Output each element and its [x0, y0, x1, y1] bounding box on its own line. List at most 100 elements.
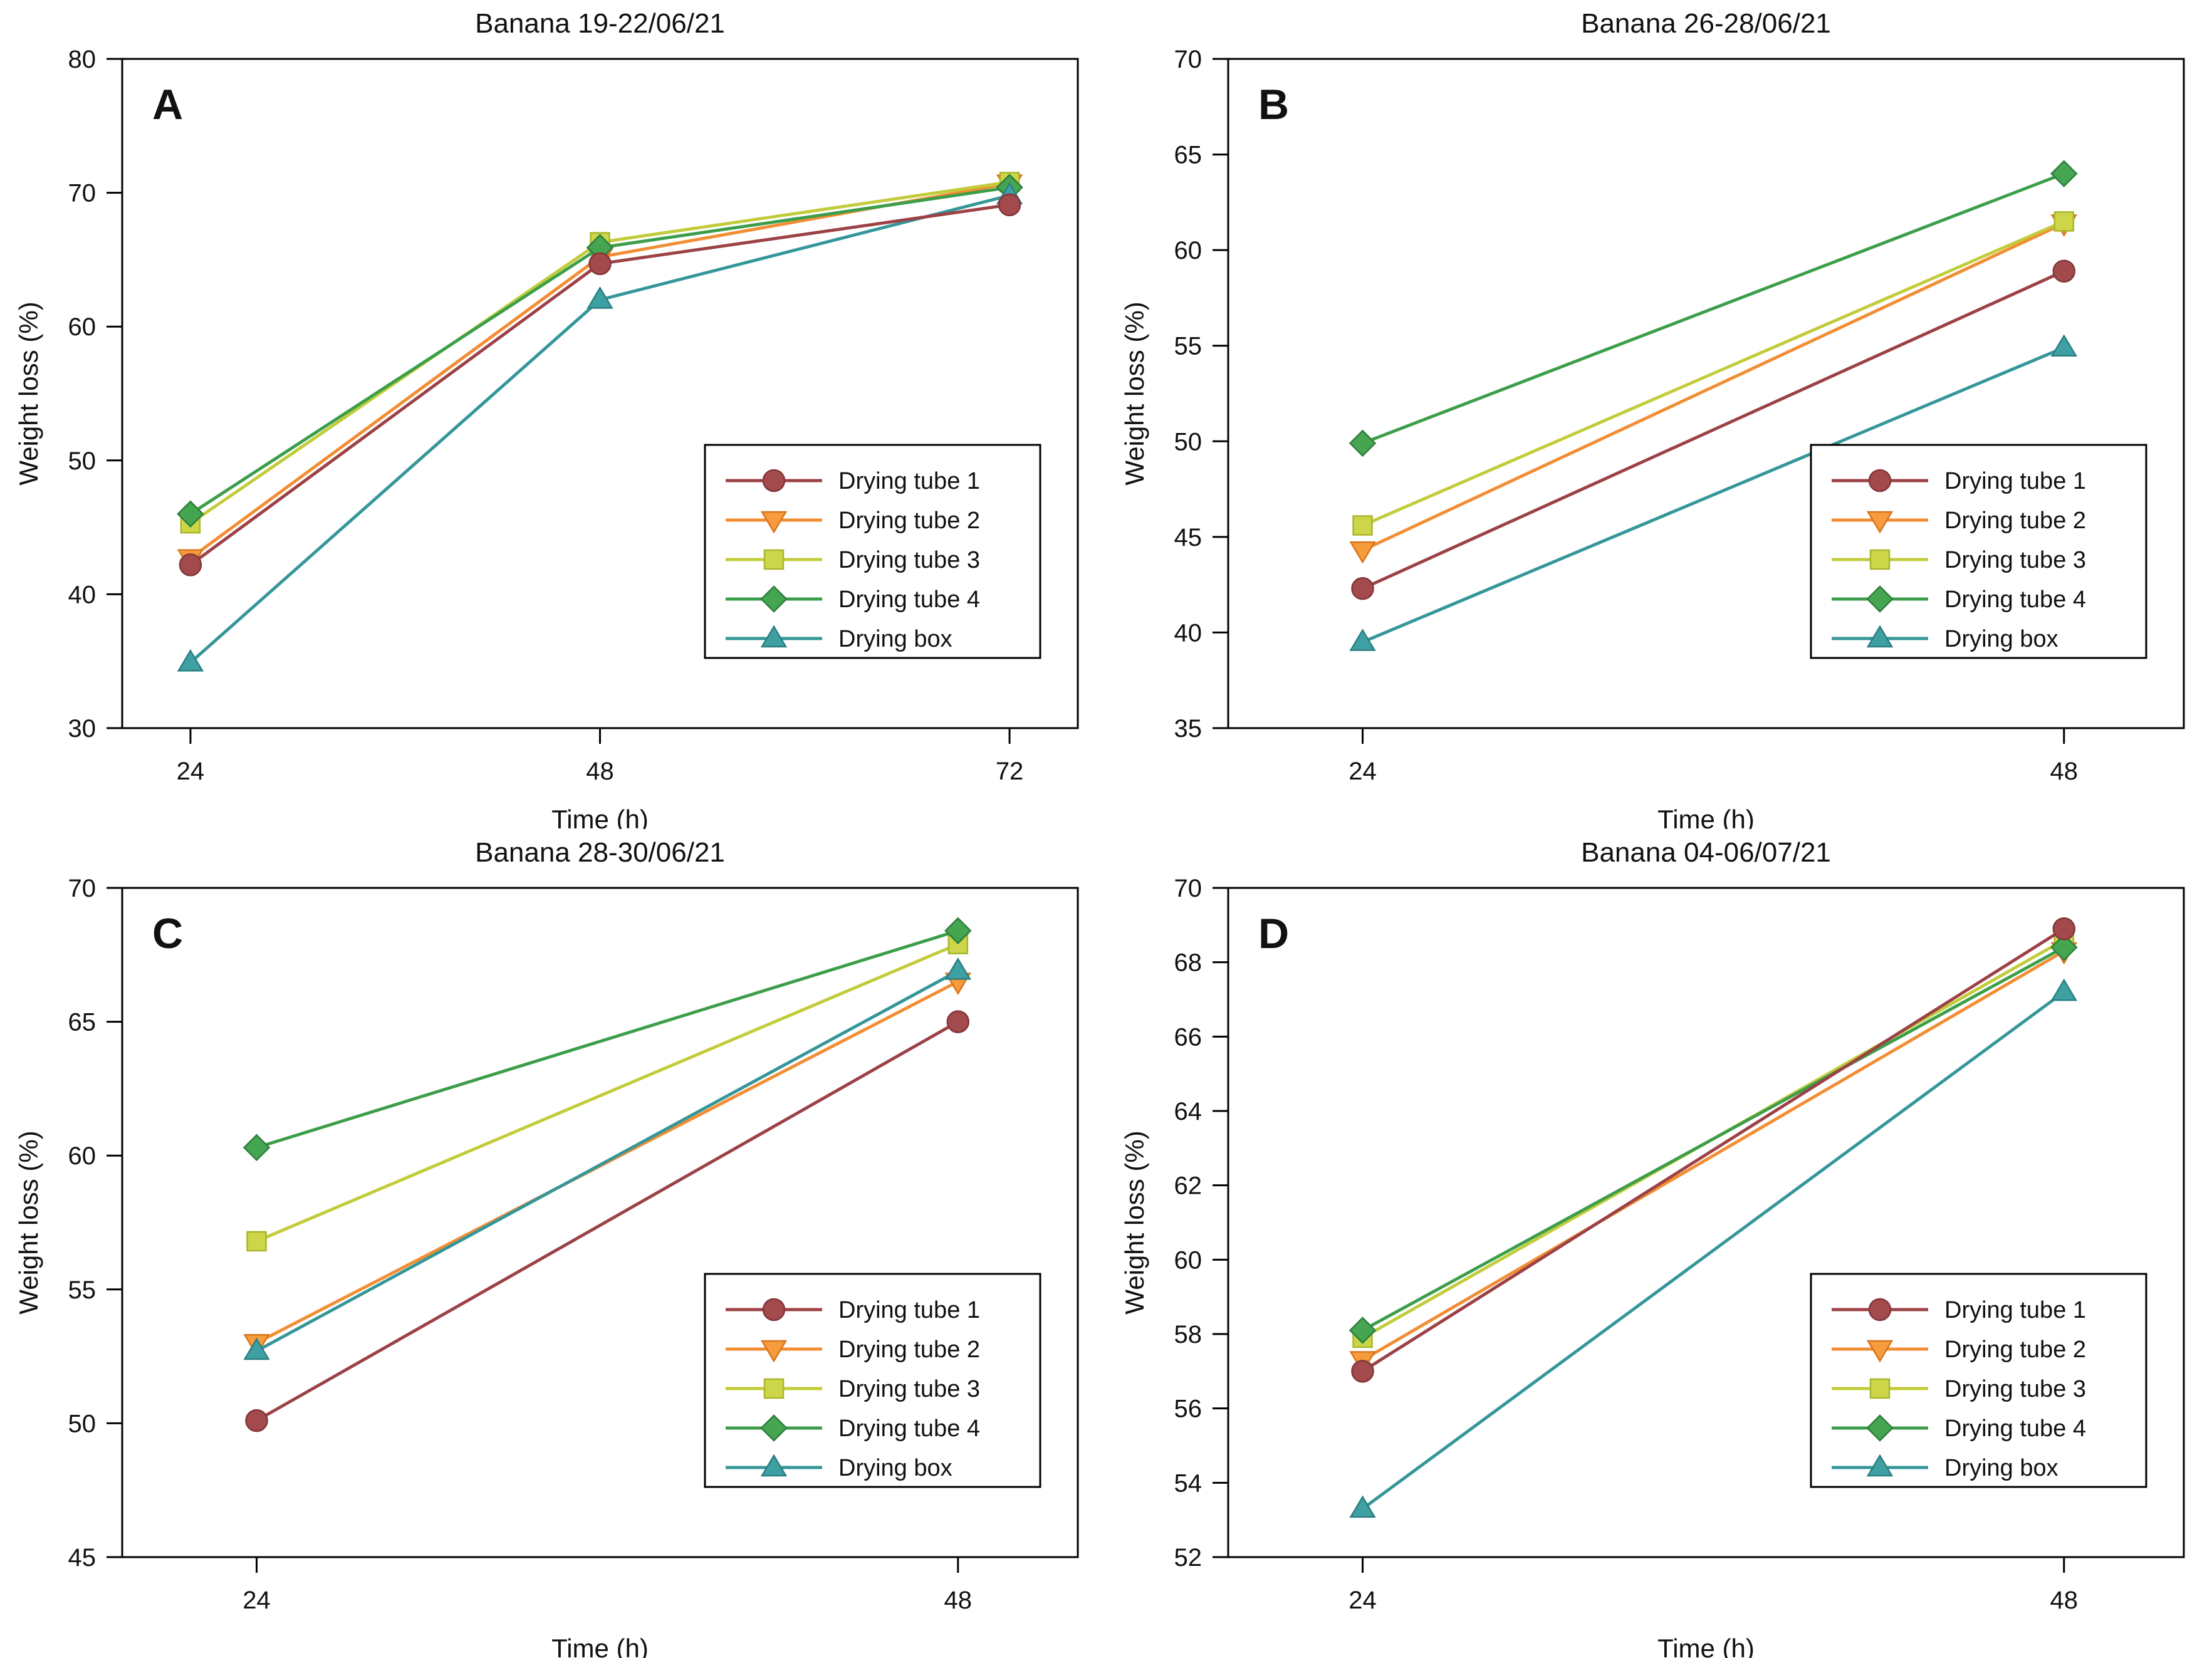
x-tick-label: 48	[2050, 1587, 2079, 1614]
series-marker-drying-tube-4-diamond-icon	[1349, 429, 1377, 457]
series-marker-drying-box-triangle-up-icon	[243, 1337, 270, 1360]
y-axis-label: Weight loss (%)	[14, 301, 43, 485]
series-line-drying-tube-4	[1361, 946, 2066, 1332]
legend-marker-square-icon	[1869, 549, 1891, 570]
chart-title: Banana 04-06/07/21	[1581, 837, 1831, 868]
plot-frame	[121, 887, 1079, 1558]
y-tick-label: 62	[1174, 1172, 1203, 1200]
y-tick-label: 54	[1174, 1469, 1203, 1497]
legend-label: Drying tube 4	[838, 1416, 980, 1442]
plot-frame	[1227, 887, 2185, 1558]
x-axis-label: Time (h)	[551, 1634, 649, 1658]
series-line-drying-box	[1361, 990, 2066, 1511]
series-marker-drying-tube-4-diamond-icon	[1349, 1316, 1377, 1344]
x-tick-label: 48	[2050, 758, 2079, 785]
y-tick-label: 65	[68, 1009, 97, 1036]
series-line-drying-tube-3	[1361, 219, 2066, 528]
series-marker-drying-box-triangle-up-icon	[944, 957, 971, 980]
series-marker-drying-tube-3-square-icon	[2053, 211, 2075, 232]
series-line-drying-box	[255, 969, 960, 1353]
y-tick-label: 55	[68, 1276, 97, 1304]
y-tick-label: 52	[1174, 1544, 1203, 1572]
y-axis-label: Weight loss (%)	[1120, 1130, 1149, 1314]
x-tick-label: 48	[586, 758, 614, 785]
legend-label: Drying box	[1944, 1455, 2058, 1481]
series-marker-drying-tube-3-square-icon	[246, 1231, 267, 1252]
series-marker-drying-tube-1-circle-icon	[1351, 576, 1374, 600]
chart-a: Banana 19-22/06/21 A 30 40 50 60 70 80 24 48 72 Tim…	[14, 8, 1079, 829]
series-marker-drying-tube-4-diamond-icon	[2050, 934, 2078, 961]
y-axis-label: Weight loss (%)	[1120, 301, 1149, 485]
x-tick-label: 24	[1349, 1587, 1377, 1614]
panel-a: Banana 19-22/06/21 A 30 40 50 60 70 80 24 48 72 Tim…	[0, 0, 1106, 829]
legend-marker-circle-icon	[762, 469, 786, 493]
legend-marker-triangle-up-icon	[1866, 625, 1894, 648]
legend-label: Drying tube 2	[838, 508, 980, 534]
y-tick-label: 55	[1174, 333, 1203, 360]
y-axis-label: Weight loss (%)	[14, 1130, 43, 1314]
legend-label: Drying tube 2	[1944, 1337, 2086, 1363]
legend-label: Drying tube 2	[1944, 508, 2086, 534]
series-marker-drying-tube-1-circle-icon	[998, 193, 1021, 217]
legend-marker-square-icon	[763, 1378, 785, 1399]
y-tick-label: 70	[68, 180, 97, 207]
x-axis-label: Time (h)	[551, 805, 649, 829]
legend-label: Drying tube 1	[1944, 468, 2086, 494]
legend-marker-diamond-icon	[760, 585, 788, 613]
x-tick-label: 24	[177, 758, 205, 785]
chart-title: Banana 19-22/06/21	[475, 8, 725, 39]
series-line-drying-tube-4	[255, 929, 960, 1149]
series-marker-drying-tube-4-diamond-icon	[2050, 160, 2078, 187]
y-tick-label: 70	[1174, 875, 1203, 902]
series-marker-drying-box-triangle-up-icon	[1349, 1495, 1376, 1518]
series-line-drying-tube-2	[1361, 949, 2066, 1362]
y-tick-label: 50	[1174, 428, 1203, 456]
series-line-drying-tube-3	[255, 942, 960, 1243]
legend-label: Drying tube 4	[1944, 1416, 2086, 1442]
y-tick-label: 70	[1174, 46, 1203, 73]
y-tick-label: 45	[1174, 524, 1203, 551]
legend-label: Drying tube 3	[1944, 1376, 2086, 1402]
x-tick-label: 24	[243, 1587, 271, 1614]
y-tick-label: 50	[68, 1410, 97, 1437]
series-marker-drying-tube-2-triangle-down-icon	[1349, 541, 1376, 564]
panel-letter: D	[1258, 910, 1289, 957]
series-marker-drying-tube-4-diamond-icon	[177, 500, 204, 528]
series-marker-drying-box-triangle-up-icon	[2050, 334, 2077, 357]
legend-label: Drying tube 3	[838, 1376, 980, 1402]
chart-b: Banana 26-28/06/21 B 35 40 45 50 55 60 65 70 24 48 T…	[1120, 8, 2185, 829]
plot-frame	[1227, 58, 2185, 729]
y-tick-label: 65	[1174, 142, 1203, 169]
x-tick-label: 48	[944, 1587, 973, 1614]
legend-marker-diamond-icon	[760, 1414, 788, 1442]
panel-letter: C	[152, 910, 183, 957]
series-line-drying-tube-1	[1361, 927, 2066, 1373]
y-tick-label: 60	[1174, 1246, 1203, 1274]
legend-marker-triangle-down-icon	[760, 1340, 788, 1363]
legend-marker-circle-icon	[1868, 1298, 1892, 1322]
series-marker-drying-tube-1-circle-icon	[179, 553, 202, 576]
series-line-drying-tube-1	[1361, 269, 2066, 590]
legend-marker-square-icon	[763, 549, 785, 570]
panel-b: Banana 26-28/06/21 B 35 40 45 50 55 60 65 70 24 48 T…	[1106, 0, 2212, 829]
series-marker-drying-box-triangle-up-icon	[587, 286, 613, 309]
series-marker-drying-tube-1-circle-icon	[1351, 1360, 1374, 1383]
y-tick-label: 60	[68, 313, 97, 341]
legend-marker-circle-icon	[1868, 469, 1892, 493]
legend-marker-circle-icon	[762, 1298, 786, 1322]
legend-label: Drying tube 4	[1944, 587, 2086, 613]
panel-d: Banana 04-06/07/21 D 52 54 56 58 60 62 64 66 68 70 2…	[1106, 829, 2212, 1658]
chart-c: Banana 28-30/06/21 C 45 50 55 60 65 70 24 48 Time …	[14, 837, 1079, 1658]
legend-label: Drying tube 3	[838, 547, 980, 573]
y-tick-label: 66	[1174, 1023, 1203, 1051]
x-axis-label: Time (h)	[1657, 1634, 1755, 1658]
y-tick-label: 40	[68, 581, 97, 608]
legend-marker-triangle-down-icon	[1866, 511, 1894, 534]
series-marker-drying-tube-3-square-icon	[1352, 515, 1373, 536]
legend-marker-triangle-down-icon	[760, 511, 788, 534]
panel-letter: A	[152, 81, 183, 128]
chart-title: Banana 26-28/06/21	[1581, 8, 1831, 39]
panel-letter: B	[1258, 81, 1289, 128]
series-marker-drying-tube-1-circle-icon	[588, 252, 612, 276]
legend-label: Drying tube 4	[838, 587, 980, 613]
